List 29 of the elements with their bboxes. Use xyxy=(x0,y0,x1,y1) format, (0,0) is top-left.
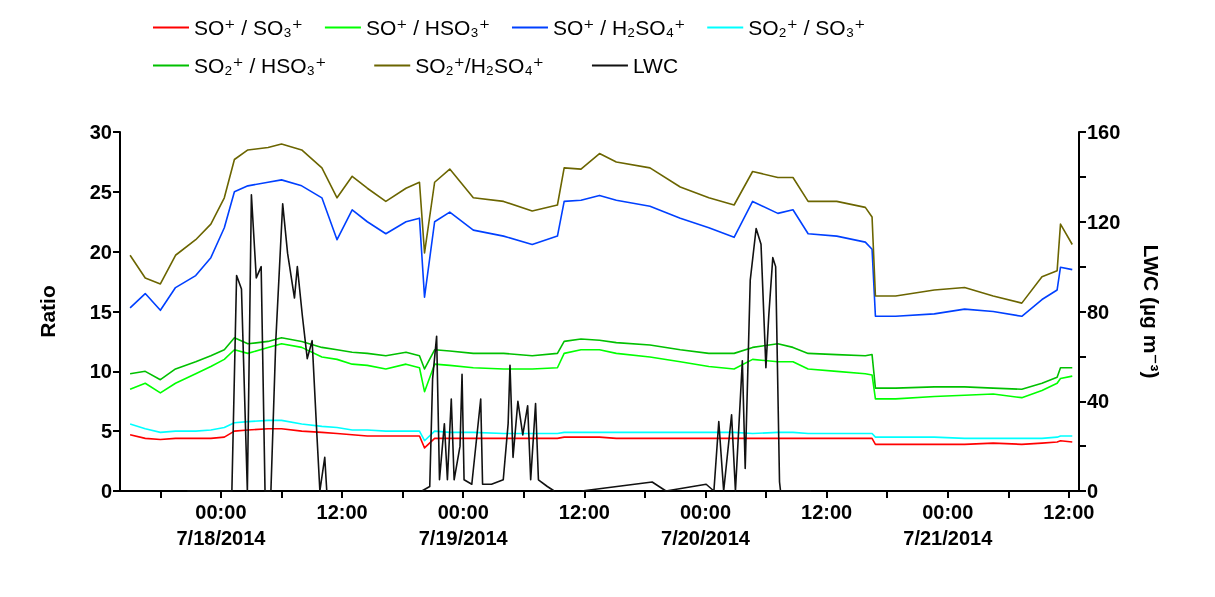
y-tick-label: 15 xyxy=(89,300,112,323)
y2-tick-label: 120 xyxy=(1087,210,1121,233)
x-tick-label: 00:00 7/21/2014 xyxy=(903,501,994,549)
x-tick-label: 12:00 xyxy=(801,501,853,523)
x-tick-label: 12:00 xyxy=(316,501,368,523)
legend-label: SO⁺ / SO₃⁺ xyxy=(194,16,303,39)
y-tick-label: 20 xyxy=(89,240,112,263)
y2-tick-label: 0 xyxy=(1087,480,1099,502)
legend-label: SO⁺ / HSO₃⁺ xyxy=(365,16,490,39)
y-tick-label: 30 xyxy=(89,121,112,143)
y2-tick-label: 40 xyxy=(1087,390,1110,413)
legend-label: SO₂⁺ / HSO₃⁺ xyxy=(194,54,327,77)
x-tick-label: 00:00 7/18/2014 xyxy=(176,501,267,549)
x-tick-label: 00:00 7/19/2014 xyxy=(418,501,509,549)
legend-label: LWC xyxy=(632,54,679,77)
y2-axis-title: LWC (µg m⁻³) xyxy=(1140,244,1163,379)
y-tick-label: 25 xyxy=(89,180,112,203)
y-tick-label: 5 xyxy=(100,420,112,443)
legend-label: SO⁺ / H₂SO₄⁺ xyxy=(552,16,686,39)
y-tick-label: 10 xyxy=(89,360,112,383)
y2-tick-label: 80 xyxy=(1087,300,1110,323)
x-tick-label: 00:00 7/20/2014 xyxy=(661,501,751,549)
legend-label: SO₂⁺/H₂SO₄⁺ xyxy=(415,54,544,77)
legend-label: SO₂⁺ / SO₃⁺ xyxy=(748,16,866,39)
y-axis-title: Ratio xyxy=(36,285,59,338)
y2-tick-label: 160 xyxy=(1087,121,1121,143)
y-tick-label: 0 xyxy=(100,480,112,502)
x-tick-label: 12:00 xyxy=(558,501,610,523)
x-tick-label: 12:00 xyxy=(1043,501,1095,523)
